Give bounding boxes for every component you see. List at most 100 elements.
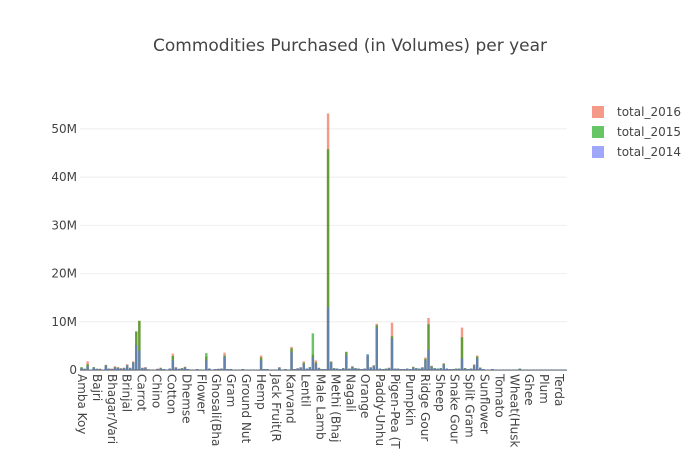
bar[interactable] [329,362,333,370]
bar[interactable] [138,350,141,370]
bar[interactable] [83,369,86,370]
bar[interactable] [335,368,339,370]
bar[interactable] [180,368,184,370]
bar[interactable] [183,367,187,370]
bar[interactable] [463,368,467,370]
bar[interactable] [354,368,357,370]
bar[interactable] [393,368,397,370]
bar[interactable] [104,365,108,370]
bar[interactable] [457,368,461,370]
bar[interactable] [317,368,321,370]
bar[interactable] [460,337,464,370]
bar[interactable] [223,356,226,370]
bar[interactable] [226,369,229,370]
bar[interactable] [116,368,120,370]
bar[interactable] [378,368,382,370]
bar[interactable] [390,338,394,370]
legend-item-total_2016[interactable]: total_2016 [592,105,681,119]
bar[interactable] [241,369,245,370]
bar[interactable] [342,368,345,370]
bar[interactable] [302,364,305,370]
bar[interactable] [348,368,351,370]
bar[interactable] [448,369,452,370]
bar[interactable] [293,369,296,370]
bar[interactable] [439,368,442,370]
bar[interactable] [460,358,464,370]
bar[interactable] [177,369,181,370]
bar[interactable] [360,369,363,370]
bar[interactable] [339,369,342,370]
bar[interactable] [159,368,162,370]
bar[interactable] [454,369,458,370]
bar[interactable] [475,358,479,370]
bar[interactable] [278,367,281,370]
bar[interactable] [357,368,360,370]
bar[interactable] [427,349,430,370]
bar[interactable] [323,369,327,370]
bar[interactable] [442,364,445,370]
bar[interactable] [208,368,211,370]
bar[interactable] [345,355,348,370]
bar[interactable] [472,365,476,370]
legend[interactable]: total_2016 total_2015 total_2014 [592,105,681,159]
bar[interactable] [387,368,391,370]
bar[interactable] [427,324,430,370]
bar[interactable] [229,369,232,370]
bar[interactable] [186,369,190,370]
bar[interactable] [95,369,98,370]
bar[interactable] [113,367,117,370]
bar[interactable] [122,368,126,370]
bar[interactable] [402,369,406,370]
bar[interactable] [299,367,302,370]
bar[interactable] [98,369,102,370]
bar[interactable] [92,367,95,370]
bar[interactable] [433,368,436,370]
bar[interactable] [265,369,269,370]
bar[interactable] [384,369,388,370]
bar[interactable] [156,369,159,370]
bar[interactable] [326,149,330,370]
bar[interactable] [430,366,433,370]
bar[interactable] [86,366,89,370]
bar[interactable] [381,369,385,370]
bar[interactable] [469,368,473,370]
bar[interactable] [451,369,455,370]
bar[interactable] [132,362,135,370]
bar[interactable] [412,367,415,370]
bar[interactable] [491,369,494,370]
bar[interactable] [125,365,129,370]
bar[interactable] [171,360,175,370]
bar[interactable] [320,369,324,370]
legend-item-total_2015[interactable]: total_2015 [592,125,681,139]
bar[interactable] [375,327,378,370]
bar[interactable] [363,368,366,370]
bar[interactable] [366,354,369,370]
bar[interactable] [162,369,165,370]
bar[interactable] [311,333,315,370]
bar[interactable] [399,369,403,370]
bar[interactable] [110,369,114,370]
bar[interactable] [311,357,315,370]
bar[interactable] [314,363,318,370]
bar[interactable] [482,369,485,370]
bar[interactable] [168,368,172,370]
bar[interactable] [445,368,448,370]
bar[interactable] [424,360,427,370]
bar[interactable] [308,367,312,370]
legend-item-total_2014[interactable]: total_2014 [592,145,681,159]
bar[interactable] [372,366,375,370]
bar[interactable] [351,367,354,370]
bar[interactable] [405,368,409,370]
bar[interactable] [262,369,266,370]
bar[interactable] [220,368,223,370]
bar[interactable] [259,360,263,370]
bar[interactable] [129,368,132,370]
bar[interactable] [80,368,83,370]
bar[interactable] [466,369,470,370]
bar[interactable] [144,367,147,370]
bar[interactable] [135,344,138,370]
bar[interactable] [290,351,293,370]
bar[interactable] [326,307,330,370]
bar[interactable] [217,369,220,370]
bar[interactable] [174,367,178,370]
